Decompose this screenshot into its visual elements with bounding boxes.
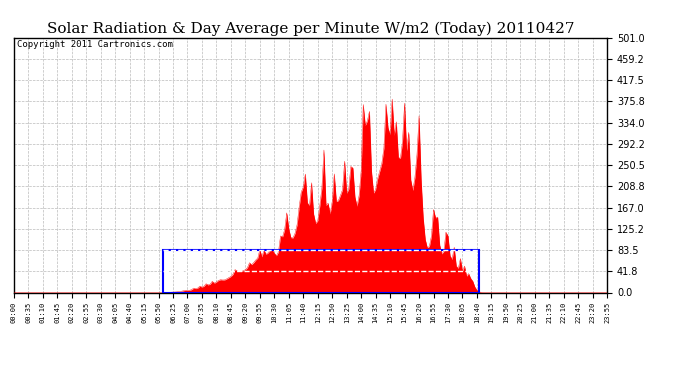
- Bar: [163, 250, 479, 292]
- Text: Copyright 2011 Cartronics.com: Copyright 2011 Cartronics.com: [17, 40, 172, 49]
- Title: Solar Radiation & Day Average per Minute W/m2 (Today) 20110427: Solar Radiation & Day Average per Minute…: [47, 22, 574, 36]
